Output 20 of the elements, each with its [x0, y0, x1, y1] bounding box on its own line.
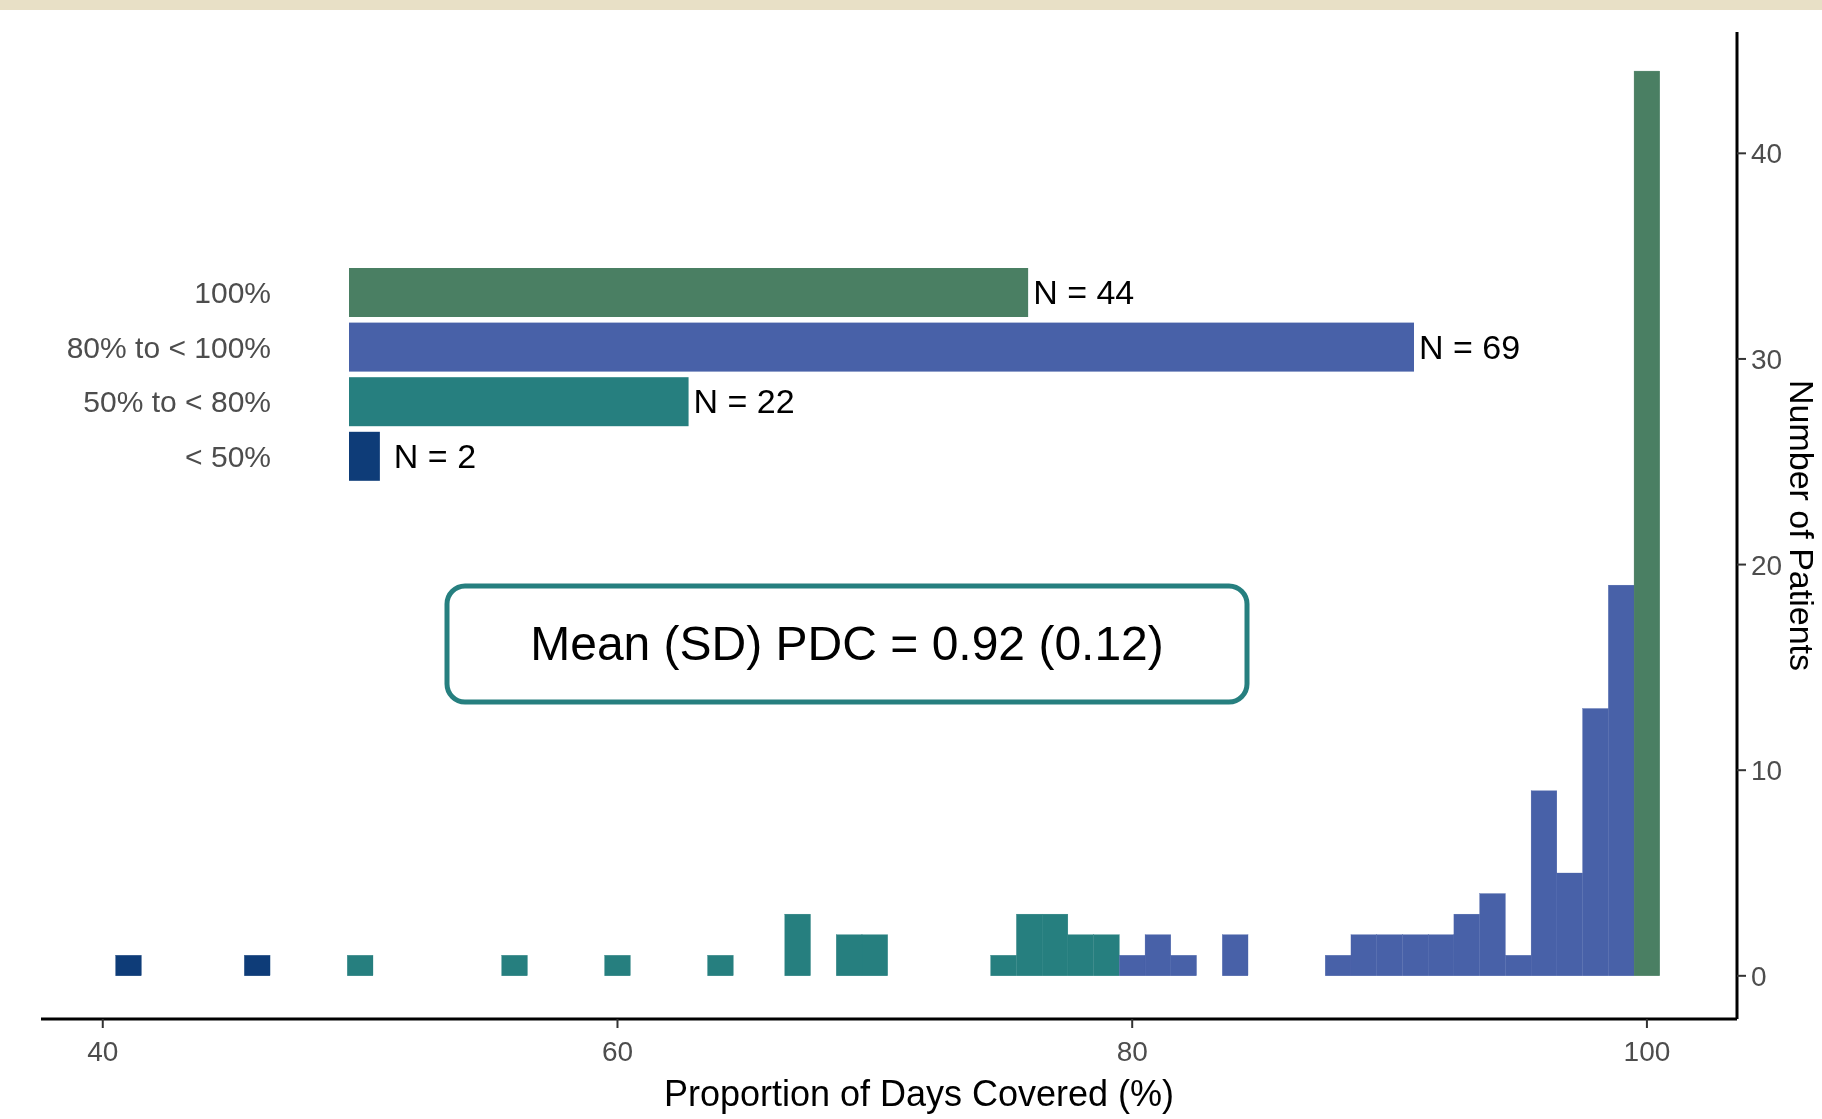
x-tick-label: 40	[87, 1036, 119, 1067]
annotation: Mean (SD) PDC = 0.92 (0.12)	[530, 617, 1164, 670]
y-tick-label: 20	[1751, 549, 1783, 581]
y-tick-label: 30	[1751, 343, 1783, 375]
y-tick-label: 40	[1751, 138, 1783, 170]
x-axis-title: Proportion of Days Covered (%)	[663, 1073, 1175, 1114]
x-tick-label: 60	[601, 1036, 634, 1067]
data-label: N = 69	[1419, 327, 1521, 366]
y-tick-label: 10	[1751, 755, 1783, 787]
data-label: N = 2	[393, 436, 477, 475]
y-tick-label: 0	[1751, 960, 1767, 992]
y-axis-title: Number of Patients	[1783, 379, 1821, 672]
data-label: N = 22	[693, 382, 795, 421]
y-tick-label: 80% to < 100%	[66, 330, 271, 364]
data-label: N = 44	[1033, 273, 1135, 311]
x-tick-label: 100	[1623, 1036, 1671, 1067]
x-tick-label: 80	[1116, 1036, 1148, 1067]
y-tick-label: 100%	[194, 276, 271, 309]
y-tick-label: 50% to < 80%	[83, 385, 271, 419]
y-tick-label: < 50%	[185, 439, 271, 473]
